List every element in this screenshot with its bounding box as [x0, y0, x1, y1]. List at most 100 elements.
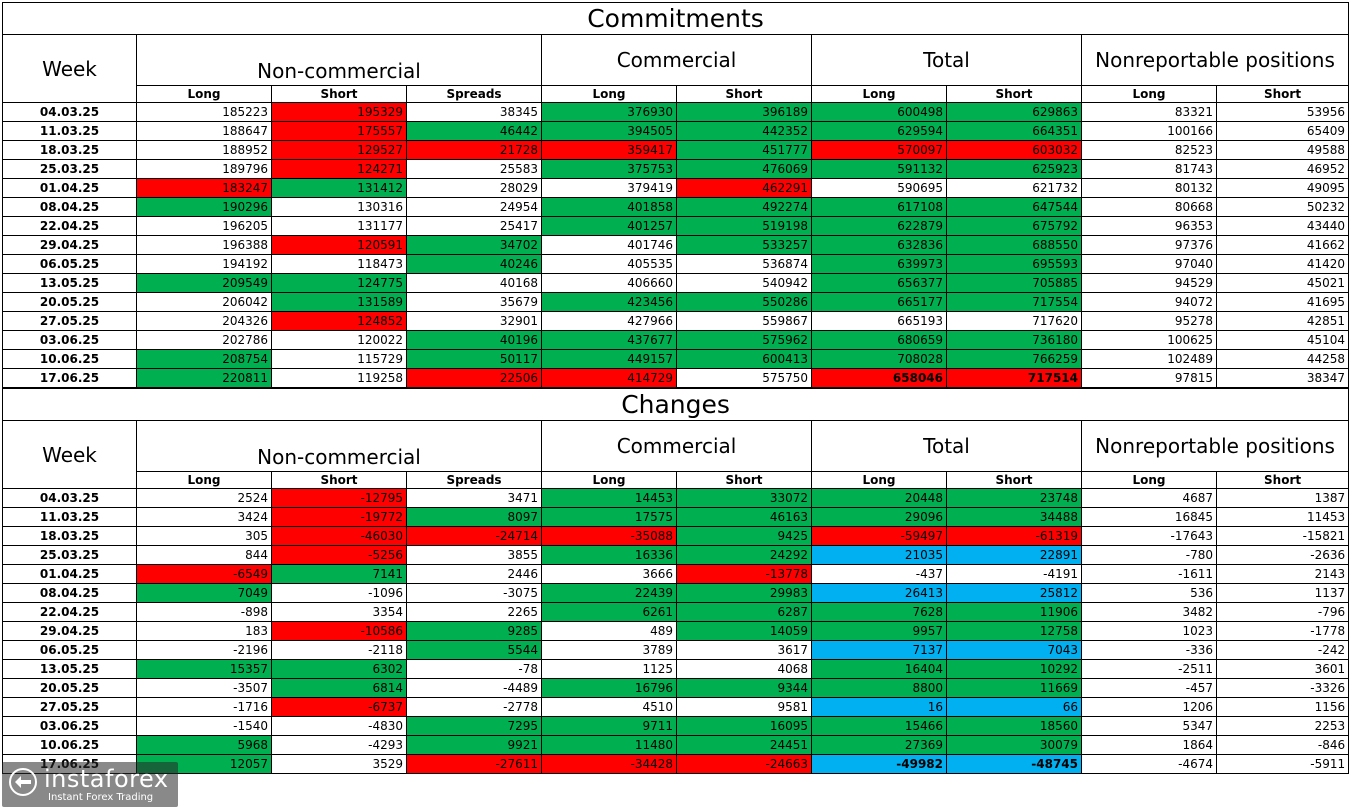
- value-cell: 617108: [811, 197, 947, 217]
- value-cell: 21728: [406, 140, 542, 160]
- week-cell: 01.04.25: [2, 564, 137, 584]
- value-cell: 1156: [1215, 697, 1350, 717]
- value-cell: -898: [136, 602, 272, 622]
- table-row: 27.05.25 204326 124852 32901 427966 559867 665…: [2, 311, 1350, 331]
- value-cell: 46163: [676, 507, 812, 527]
- column-header: Short: [676, 85, 812, 103]
- table-row: 20.05.25 -3507 6814 -4489 16796 9344 8800 11669…: [2, 678, 1350, 698]
- value-cell: 3601: [1215, 659, 1350, 679]
- value-cell: 717554: [946, 292, 1082, 312]
- value-cell: 11480: [541, 735, 677, 755]
- value-cell: 50232: [1215, 197, 1350, 217]
- value-cell: 204326: [136, 311, 272, 331]
- column-header: Spreads: [406, 471, 542, 489]
- value-cell: 97040: [1081, 254, 1217, 274]
- logo-tagline: Instant Forex Trading: [48, 792, 154, 803]
- value-cell: -59497: [811, 526, 947, 546]
- value-cell: -2511: [1081, 659, 1217, 679]
- value-cell: 40168: [406, 273, 542, 293]
- week-cell: 06.05.25: [2, 254, 137, 274]
- value-cell: 9425: [676, 526, 812, 546]
- value-cell: -1096: [271, 583, 407, 603]
- value-cell: 194192: [136, 254, 272, 274]
- value-cell: 28029: [406, 178, 542, 198]
- value-cell: 29096: [811, 507, 947, 527]
- value-cell: -796: [1215, 602, 1350, 622]
- value-cell: 5347: [1081, 716, 1217, 736]
- commitments-table: Commitments Week Non-commercial Commerci…: [1, 2, 1350, 388]
- value-cell: 190296: [136, 197, 272, 217]
- value-cell: 189796: [136, 159, 272, 179]
- total-header: Total: [811, 34, 1082, 86]
- value-cell: 7137: [811, 640, 947, 660]
- value-cell: 22439: [541, 583, 677, 603]
- value-cell: 2446: [406, 564, 542, 584]
- value-cell: -6549: [136, 564, 272, 584]
- value-cell: 23748: [946, 488, 1082, 508]
- value-cell: 209549: [136, 273, 272, 293]
- table-row: 06.05.25 194192 118473 40246 405535 536874 639…: [2, 254, 1350, 274]
- value-cell: 451777: [676, 140, 812, 160]
- value-cell: 5968: [136, 735, 272, 755]
- value-cell: 4687: [1081, 488, 1217, 508]
- value-cell: 1023: [1081, 621, 1217, 641]
- table-row: 17.06.25 220811 119258 22506 414729 575750 658…: [2, 368, 1350, 388]
- value-cell: 183: [136, 621, 272, 641]
- value-cell: 559867: [676, 311, 812, 331]
- value-cell: 1125: [541, 659, 677, 679]
- value-cell: 15466: [811, 716, 947, 736]
- value-cell: 25812: [946, 583, 1082, 603]
- value-cell: 34702: [406, 235, 542, 255]
- non-commercial-header: Non-commercial: [136, 420, 542, 472]
- value-cell: 359417: [541, 140, 677, 160]
- week-cell: 03.06.25: [2, 716, 137, 736]
- week-cell: 22.04.25: [2, 216, 137, 236]
- value-cell: 9711: [541, 716, 677, 736]
- week-cell: 08.04.25: [2, 197, 137, 217]
- value-cell: 183247: [136, 178, 272, 198]
- value-cell: -4674: [1081, 754, 1217, 774]
- table-row: 08.04.25 7049 -1096 -3075 22439 29983 26413 258…: [2, 583, 1350, 603]
- week-cell: 25.03.25: [2, 159, 137, 179]
- value-cell: 95278: [1081, 311, 1217, 331]
- value-cell: 82523: [1081, 140, 1217, 160]
- value-cell: 94072: [1081, 292, 1217, 312]
- value-cell: 12758: [946, 621, 1082, 641]
- value-cell: 2143: [1215, 564, 1350, 584]
- table-row: 06.05.25 -2196 -2118 5544 3789 3617 7137 7043 -3…: [2, 640, 1350, 660]
- non-commercial-header: Non-commercial: [136, 34, 542, 86]
- table-row: 11.03.25 3424 -19772 8097 17575 46163 29096 344…: [2, 507, 1350, 527]
- value-cell: -17643: [1081, 526, 1217, 546]
- value-cell: 570097: [811, 140, 947, 160]
- value-cell: 25583: [406, 159, 542, 179]
- value-cell: 4068: [676, 659, 812, 679]
- commercial-header: Commercial: [541, 34, 812, 86]
- value-cell: -336: [1081, 640, 1217, 660]
- value-cell: 17575: [541, 507, 677, 527]
- week-cell: 18.03.25: [2, 140, 137, 160]
- value-cell: -24714: [406, 526, 542, 546]
- value-cell: 695593: [946, 254, 1082, 274]
- value-cell: 3482: [1081, 602, 1217, 622]
- table-row: 04.03.25 185223 195329 38345 376930 396189 600…: [2, 102, 1350, 122]
- value-cell: 401746: [541, 235, 677, 255]
- column-header: Short: [676, 471, 812, 489]
- column-header: Long: [811, 85, 947, 103]
- value-cell: 66: [946, 697, 1082, 717]
- nonreportable-header: Nonreportable positions: [1080, 420, 1350, 472]
- table-row: 10.06.25 208754 115729 50117 449157 600413 708…: [2, 349, 1350, 369]
- value-cell: 119258: [271, 368, 407, 388]
- value-cell: -780: [1081, 545, 1217, 565]
- column-header: Short: [271, 471, 407, 489]
- value-cell: 7049: [136, 583, 272, 603]
- value-cell: 15357: [136, 659, 272, 679]
- value-cell: 16796: [541, 678, 677, 698]
- value-cell: 844: [136, 545, 272, 565]
- value-cell: 396189: [676, 102, 812, 122]
- week-cell: 22.04.25: [2, 602, 137, 622]
- value-cell: 50117: [406, 349, 542, 369]
- value-cell: 575962: [676, 330, 812, 350]
- value-cell: -78: [406, 659, 542, 679]
- table-row: 27.05.25 -1716 -6737 -2778 4510 9581 16 66 1206 1…: [2, 697, 1350, 717]
- value-cell: 7295: [406, 716, 542, 736]
